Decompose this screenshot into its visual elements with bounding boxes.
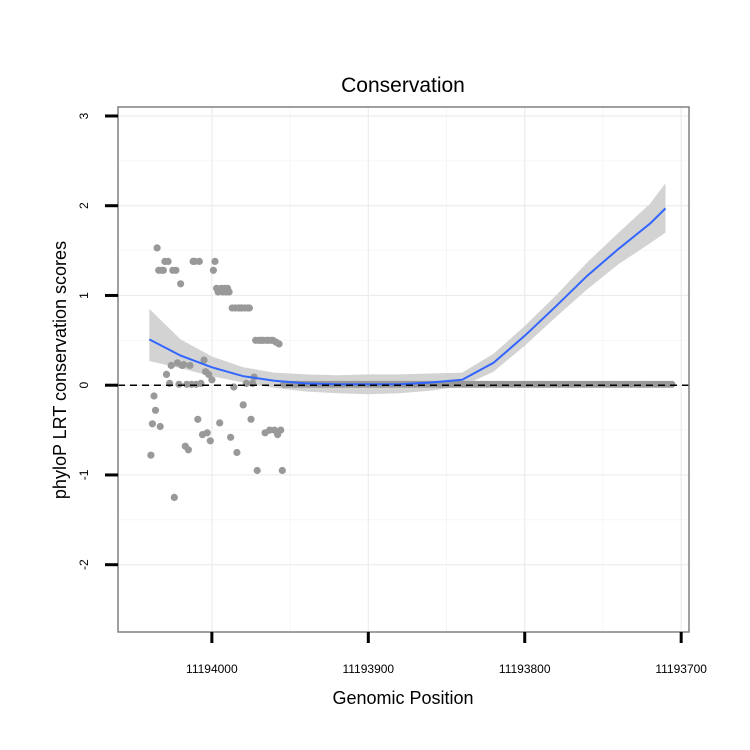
y-tick-label: -2 [77, 559, 91, 570]
data-point [216, 419, 224, 427]
y-axis: -2 -1 0 1 2 3 [77, 112, 118, 570]
data-point [668, 380, 676, 388]
data-point [200, 356, 208, 364]
data-point [151, 406, 160, 414]
points-layer [147, 244, 676, 501]
data-point [147, 451, 155, 459]
data-point [194, 415, 202, 423]
data-point [150, 392, 158, 400]
y-tick-label: 3 [77, 112, 91, 119]
data-point [167, 361, 175, 370]
grid [118, 107, 689, 632]
data-point [227, 433, 235, 441]
data-point [277, 426, 285, 434]
data-point [175, 380, 183, 388]
data-point [278, 466, 286, 475]
data-point [159, 266, 167, 274]
data-point [205, 370, 213, 378]
data-point [209, 266, 217, 274]
data-point [186, 361, 194, 370]
data-point [180, 361, 188, 369]
x-axis-title: Genomic Position [332, 688, 473, 708]
confidence-band-layer [149, 183, 666, 395]
data-point [153, 244, 161, 252]
data-point [225, 288, 233, 296]
data-point [239, 401, 247, 409]
data-point [206, 437, 214, 445]
data-point [247, 415, 255, 423]
data-point [170, 493, 178, 501]
data-point [275, 340, 283, 348]
confidence-band [149, 183, 666, 395]
x-tick-label: 11193700 [655, 662, 707, 676]
data-point [172, 266, 180, 274]
x-axis: 11194000 11193900 11193800 11193700 [186, 632, 707, 676]
data-point [233, 448, 241, 457]
data-point [195, 257, 203, 265]
x-tick-label: 11193800 [499, 662, 551, 676]
panel-border [117, 106, 690, 633]
data-point [184, 446, 192, 454]
data-point [177, 280, 185, 288]
y-axis-title: phyloP LRT conservation scores [50, 241, 70, 499]
data-point [245, 304, 253, 312]
data-point [164, 257, 172, 265]
data-point [148, 420, 156, 428]
y-tick-label: 1 [77, 292, 91, 299]
data-point [162, 370, 171, 378]
data-point [253, 466, 261, 475]
data-point [203, 429, 211, 437]
data-point [211, 257, 219, 265]
data-point [208, 376, 216, 384]
smooth-fit-line [148, 207, 667, 386]
fit-line-layer [148, 207, 667, 386]
y-tick-label: 0 [77, 382, 91, 389]
y-tick-label: -1 [77, 469, 91, 480]
x-tick-label: 11193900 [342, 662, 394, 676]
x-tick-label: 11194000 [186, 662, 238, 676]
chart-title: Conservation [341, 74, 465, 97]
data-point [156, 422, 164, 431]
y-tick-label: 2 [77, 202, 91, 209]
